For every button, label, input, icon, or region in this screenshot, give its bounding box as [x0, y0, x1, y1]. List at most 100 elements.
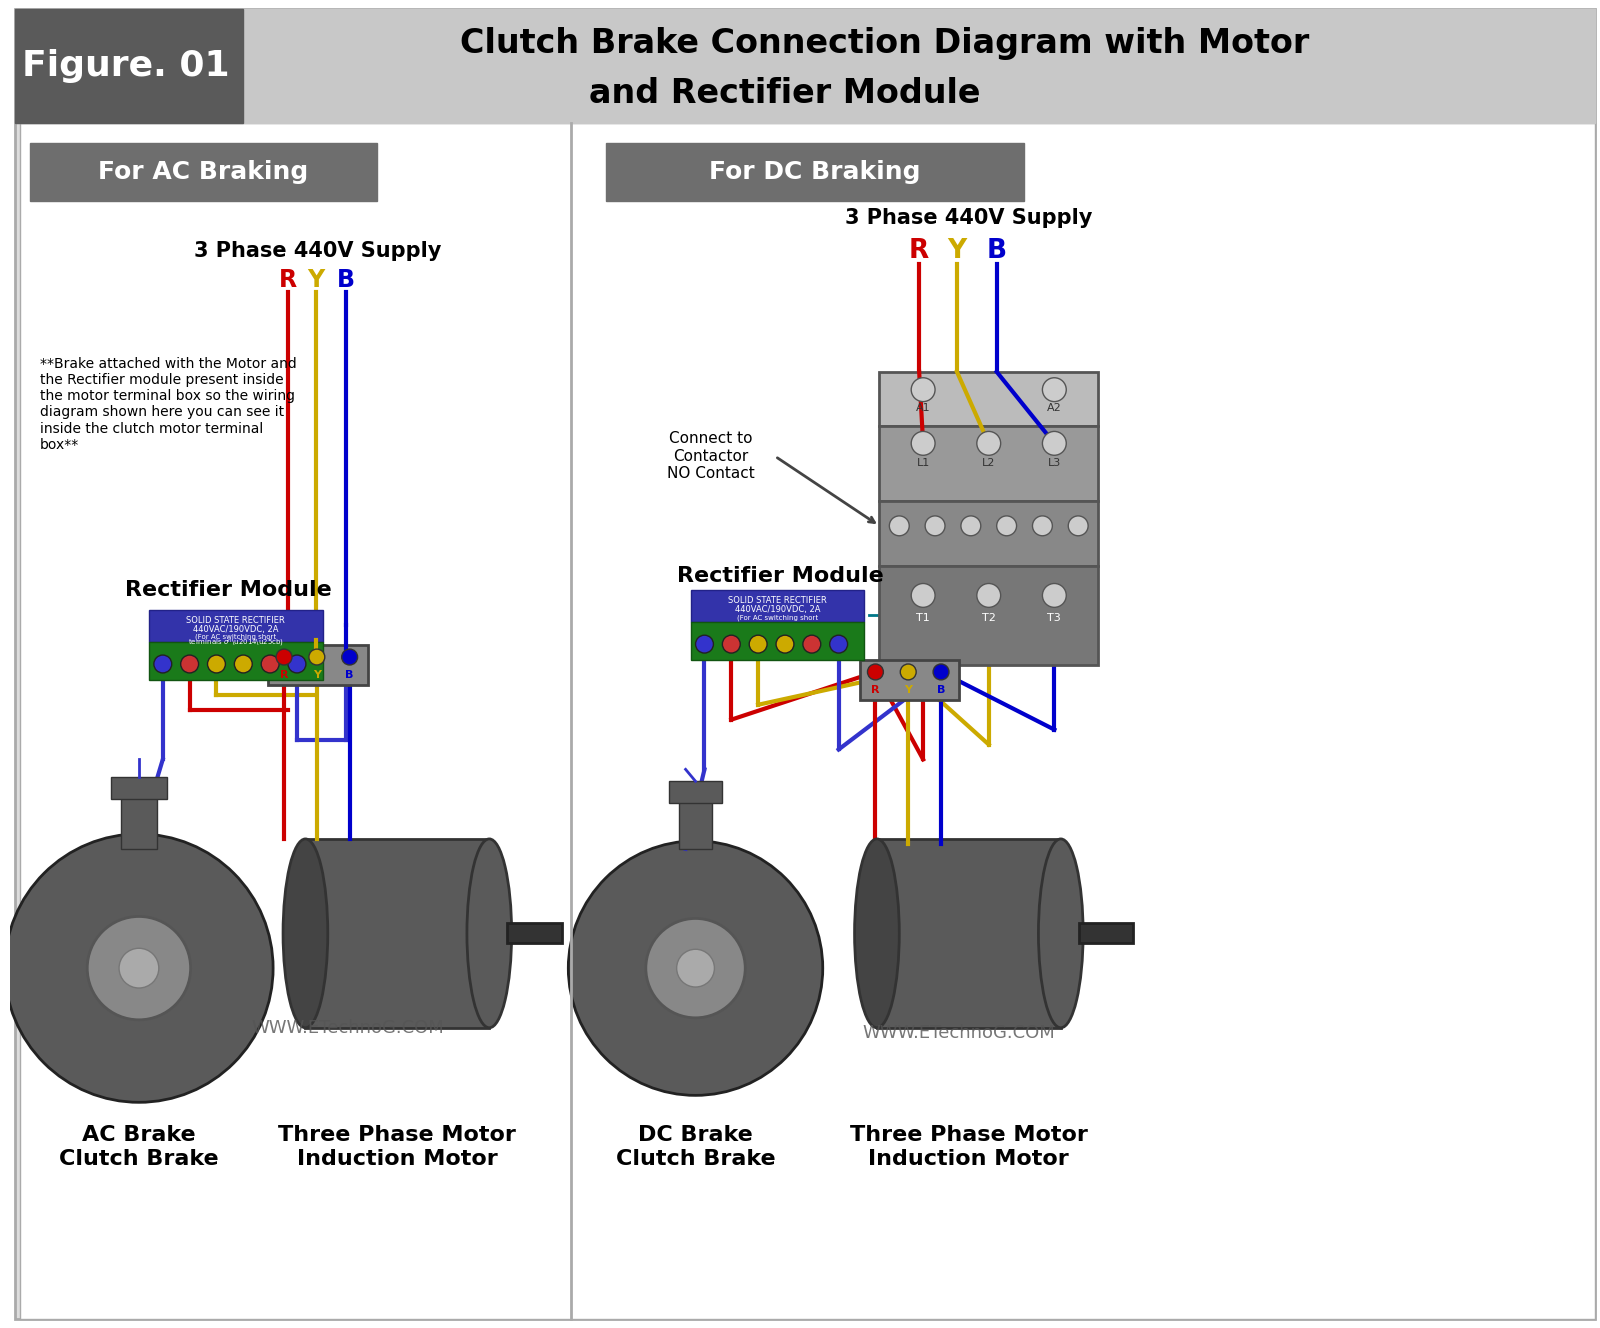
Text: Connect to
Contactor
NO Contact: Connect to Contactor NO Contact [667, 432, 754, 481]
Text: AC Brake
Clutch Brake: AC Brake Clutch Brake [59, 1125, 219, 1169]
Text: B: B [336, 268, 355, 292]
Circle shape [901, 664, 917, 680]
Circle shape [696, 635, 714, 653]
FancyBboxPatch shape [877, 839, 1061, 1028]
Circle shape [749, 635, 766, 653]
Circle shape [342, 649, 357, 665]
Text: T2: T2 [982, 614, 995, 623]
Circle shape [912, 583, 934, 607]
Circle shape [208, 655, 226, 673]
Circle shape [5, 834, 274, 1102]
Circle shape [803, 635, 821, 653]
FancyBboxPatch shape [14, 9, 1595, 124]
Text: Figure. 01: Figure. 01 [22, 49, 230, 82]
Text: Rectifier Module: Rectifier Module [677, 566, 883, 586]
Text: T1: T1 [917, 614, 930, 623]
Text: B: B [346, 669, 354, 680]
Text: Three Phase Motor
Induction Motor: Three Phase Motor Induction Motor [278, 1125, 517, 1169]
Circle shape [890, 515, 909, 535]
Text: For DC Braking: For DC Braking [709, 159, 920, 185]
Circle shape [1043, 432, 1066, 456]
Text: B: B [938, 685, 946, 695]
FancyBboxPatch shape [306, 839, 490, 1028]
Circle shape [1069, 515, 1088, 535]
Circle shape [1043, 583, 1066, 607]
Ellipse shape [854, 839, 899, 1028]
Text: Y: Y [904, 685, 912, 695]
Circle shape [912, 377, 934, 401]
FancyBboxPatch shape [122, 794, 157, 849]
Text: DC Brake
Clutch Brake: DC Brake Clutch Brake [616, 1125, 776, 1169]
Circle shape [154, 655, 171, 673]
Text: and Rectifier Module: and Rectifier Module [589, 77, 981, 110]
Circle shape [88, 916, 190, 1020]
Text: 3 Phase 440V Supply: 3 Phase 440V Supply [194, 240, 442, 260]
Text: For AC Braking: For AC Braking [99, 159, 309, 185]
Circle shape [722, 635, 741, 653]
FancyBboxPatch shape [149, 611, 323, 643]
Text: R: R [278, 268, 298, 292]
Text: L2: L2 [982, 458, 995, 469]
FancyBboxPatch shape [691, 623, 864, 660]
Text: Rectifier Module: Rectifier Module [125, 580, 331, 600]
Circle shape [1043, 377, 1066, 401]
Circle shape [309, 649, 325, 665]
Circle shape [234, 655, 253, 673]
Text: A1: A1 [915, 402, 931, 413]
FancyBboxPatch shape [669, 781, 722, 803]
Circle shape [181, 655, 198, 673]
Text: 3 Phase 440V Supply: 3 Phase 440V Supply [845, 207, 1093, 227]
Circle shape [568, 841, 822, 1096]
Circle shape [830, 635, 848, 653]
Text: SOLID STATE RECTIFIER: SOLID STATE RECTIFIER [728, 596, 827, 604]
FancyBboxPatch shape [14, 9, 243, 124]
Text: Y: Y [947, 238, 966, 263]
Circle shape [912, 432, 934, 456]
FancyBboxPatch shape [110, 777, 166, 799]
FancyBboxPatch shape [19, 124, 1595, 1319]
Circle shape [925, 515, 946, 535]
Circle shape [997, 515, 1016, 535]
Text: **Brake attached with the Motor and
the Rectifier module present inside
the moto: **Brake attached with the Motor and the … [40, 357, 296, 452]
Circle shape [962, 515, 981, 535]
Circle shape [288, 655, 306, 673]
Text: (For AC switching short: (For AC switching short [195, 633, 277, 640]
Text: 440VAC/190VDC, 2A: 440VAC/190VDC, 2A [734, 604, 821, 614]
FancyBboxPatch shape [880, 426, 1098, 501]
Circle shape [677, 950, 715, 987]
FancyBboxPatch shape [880, 501, 1098, 566]
Text: 440VAC/190VDC, 2A: 440VAC/190VDC, 2A [194, 624, 278, 633]
FancyBboxPatch shape [507, 923, 562, 943]
Circle shape [118, 948, 158, 988]
FancyBboxPatch shape [149, 643, 323, 680]
FancyBboxPatch shape [691, 591, 864, 623]
Text: (For AC switching short: (For AC switching short [738, 614, 818, 620]
Text: Three Phase Motor
Induction Motor: Three Phase Motor Induction Motor [850, 1125, 1088, 1169]
Circle shape [261, 655, 278, 673]
FancyBboxPatch shape [859, 660, 958, 700]
Text: L3: L3 [1048, 458, 1061, 469]
FancyBboxPatch shape [14, 9, 1595, 1319]
FancyBboxPatch shape [880, 372, 1098, 426]
Circle shape [1032, 515, 1053, 535]
Circle shape [978, 583, 1000, 607]
FancyBboxPatch shape [1078, 923, 1133, 943]
Text: R: R [280, 669, 288, 680]
FancyBboxPatch shape [678, 799, 712, 849]
FancyBboxPatch shape [606, 143, 1024, 201]
Text: B: B [987, 238, 1006, 263]
FancyBboxPatch shape [30, 143, 378, 201]
Circle shape [867, 664, 883, 680]
Ellipse shape [467, 839, 512, 1028]
Text: WWW.ETechnoG.COM: WWW.ETechnoG.COM [862, 1024, 1056, 1041]
Text: Y: Y [307, 268, 325, 292]
Ellipse shape [1038, 839, 1083, 1028]
Ellipse shape [283, 839, 328, 1028]
Text: R: R [909, 238, 930, 263]
FancyBboxPatch shape [269, 645, 368, 685]
Text: SOLID STATE RECTIFIER: SOLID STATE RECTIFIER [187, 616, 285, 624]
Text: terminals $\sigma^n$\u2014\u25cb): terminals $\sigma^n$\u2014\u25cb) [187, 637, 283, 648]
Text: A2: A2 [1046, 402, 1062, 413]
Circle shape [933, 664, 949, 680]
Text: L1: L1 [917, 458, 930, 469]
